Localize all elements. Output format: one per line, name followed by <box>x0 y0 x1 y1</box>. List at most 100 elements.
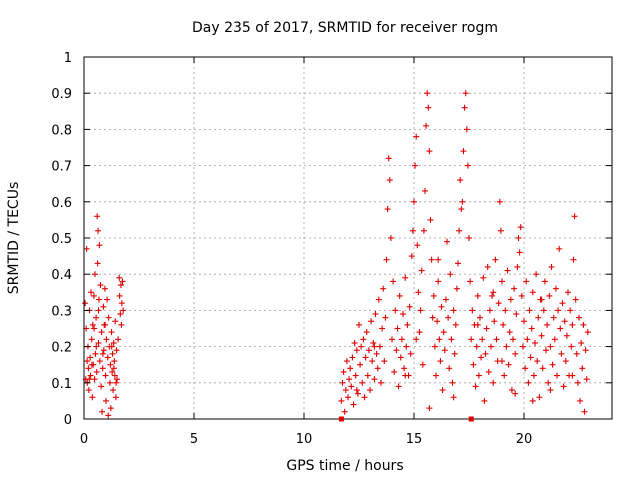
data-point <box>534 358 541 365</box>
axis-marker <box>338 416 344 422</box>
data-point <box>469 307 476 314</box>
data-point <box>369 358 376 365</box>
data-point <box>446 365 453 372</box>
data-point <box>408 253 415 260</box>
data-point <box>513 311 520 318</box>
data-point <box>571 213 578 220</box>
y-tick-label: 0.9 <box>51 87 72 102</box>
data-point <box>88 336 95 343</box>
data-point <box>400 311 406 318</box>
data-point <box>82 300 89 307</box>
data-point <box>495 300 502 307</box>
data-point <box>426 405 433 412</box>
data-point <box>499 278 505 285</box>
data-point <box>116 292 123 299</box>
data-point <box>83 245 90 252</box>
data-point <box>565 289 571 296</box>
data-point <box>507 296 514 303</box>
data-point <box>456 227 463 234</box>
data-point <box>569 321 576 328</box>
data-point <box>496 198 503 205</box>
x-tick-label: 5 <box>190 432 198 447</box>
data-point <box>461 104 468 111</box>
data-point <box>381 358 388 365</box>
data-point <box>448 336 455 343</box>
data-point <box>373 350 380 357</box>
data-point <box>416 329 423 336</box>
data-point <box>556 245 563 252</box>
data-point <box>356 321 362 328</box>
data-point <box>433 372 439 379</box>
data-point <box>112 394 119 401</box>
data-point <box>383 256 390 263</box>
data-point <box>417 307 424 314</box>
data-point <box>88 361 95 368</box>
data-point <box>111 358 118 365</box>
data-point <box>480 274 487 281</box>
data-point <box>92 350 99 357</box>
data-points <box>82 90 591 419</box>
data-point <box>340 368 347 375</box>
y-tick-label: 0.3 <box>51 304 72 319</box>
data-point <box>552 285 559 292</box>
data-point <box>87 372 94 379</box>
data-point <box>393 347 400 354</box>
data-point <box>439 387 446 394</box>
data-point <box>581 408 588 415</box>
data-point <box>404 321 411 328</box>
data-point <box>539 365 546 372</box>
data-point <box>582 347 589 354</box>
data-point <box>535 314 542 321</box>
data-point <box>93 314 100 321</box>
data-point <box>94 213 101 220</box>
data-point <box>360 336 367 343</box>
data-point <box>515 235 522 241</box>
y-axis-label: SRMTID / TECUs <box>6 182 22 295</box>
data-point <box>548 263 555 270</box>
data-point <box>113 379 120 386</box>
data-point <box>385 155 392 162</box>
data-point <box>435 278 442 285</box>
data-point <box>429 314 436 321</box>
data-point <box>577 397 584 404</box>
data-point <box>474 321 481 328</box>
data-point <box>530 372 537 379</box>
data-point <box>363 329 370 336</box>
data-point <box>100 347 107 354</box>
data-point <box>358 343 365 350</box>
data-point <box>96 242 103 249</box>
data-point <box>562 358 569 365</box>
data-point <box>450 307 457 314</box>
data-point <box>98 329 105 336</box>
data-point <box>362 354 369 361</box>
data-point <box>403 343 410 350</box>
data-point <box>478 354 485 361</box>
data-point <box>84 358 91 365</box>
data-point <box>389 336 395 343</box>
data-point <box>413 133 420 140</box>
data-point <box>572 296 579 303</box>
data-point <box>538 332 545 339</box>
data-point <box>351 339 358 346</box>
data-point <box>108 329 115 336</box>
data-point <box>557 325 564 332</box>
data-point <box>526 307 533 314</box>
y-tick-label: 0.6 <box>51 196 72 211</box>
data-point <box>100 303 107 310</box>
axis-markers <box>338 416 474 422</box>
data-point <box>536 394 543 401</box>
y-tick-label: 0 <box>64 413 72 428</box>
data-point <box>406 303 413 310</box>
data-point <box>86 376 93 383</box>
data-point <box>374 365 381 372</box>
data-point <box>561 318 568 325</box>
data-point <box>409 227 416 234</box>
data-point <box>457 177 464 184</box>
data-point <box>413 336 420 343</box>
data-point <box>398 336 405 343</box>
data-point <box>353 347 360 354</box>
data-point <box>453 285 460 292</box>
data-point <box>473 343 480 350</box>
data-point <box>573 350 580 357</box>
